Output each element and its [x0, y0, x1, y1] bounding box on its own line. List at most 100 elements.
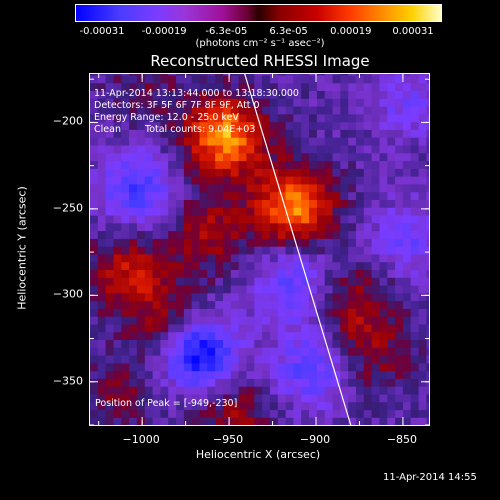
- heatmap-cell: [410, 355, 420, 364]
- heatmap-cell: [215, 347, 224, 356]
- heatmap-cell: [199, 129, 208, 138]
- heatmap-cell: [277, 168, 287, 177]
- heatmap-cell: [426, 417, 429, 425]
- heatmap-cell: [262, 199, 271, 208]
- heatmap-cell: [129, 152, 138, 162]
- heatmap-cell: [223, 401, 232, 411]
- heatmap-cell: [387, 74, 396, 76]
- heatmap-cell: [105, 183, 114, 193]
- heatmap-cell: [277, 98, 287, 107]
- heatmap-cell: [207, 90, 216, 99]
- heatmap-cell: [238, 393, 247, 403]
- heatmap-cell: [207, 137, 216, 146]
- heatmap-cell: [340, 230, 349, 239]
- heatmap-cell: [254, 292, 263, 302]
- heatmap-cell: [254, 82, 263, 91]
- heatmap-cell: [348, 246, 357, 255]
- heatmap-cell: [269, 238, 279, 247]
- heatmap-cell: [129, 323, 138, 333]
- heatmap-cell: [277, 339, 287, 348]
- heatmap-cell: [379, 292, 388, 302]
- heatmap-cell: [207, 230, 216, 239]
- heatmap-cell: [207, 355, 216, 364]
- heatmap-cell: [136, 253, 146, 263]
- heatmap-cell: [160, 230, 169, 239]
- heatmap-cell: [293, 98, 302, 107]
- heatmap-cell: [426, 113, 429, 123]
- heatmap-cell: [223, 284, 232, 294]
- heatmap-cell: [285, 253, 294, 263]
- heatmap-cell: [324, 137, 334, 146]
- heatmap-cell: [316, 347, 326, 356]
- heatmap-cell: [402, 168, 412, 177]
- heatmap-cell: [105, 362, 114, 372]
- heatmap-cell: [426, 370, 429, 379]
- heatmap-cell: [129, 129, 138, 138]
- heatmap-cell: [129, 238, 138, 247]
- heatmap-cell: [183, 292, 193, 302]
- heatmap-cell: [309, 121, 318, 130]
- heatmap-cell: [332, 409, 341, 418]
- heatmap-cell: [207, 409, 216, 418]
- heatmap-cell: [160, 401, 169, 411]
- heatmap-cell: [113, 98, 122, 107]
- heatmap-cell: [395, 160, 404, 169]
- heatmap-cell: [215, 253, 224, 263]
- heatmap-cell: [230, 378, 240, 387]
- heatmap-cell: [168, 152, 177, 162]
- heatmap-cell: [293, 222, 302, 232]
- heatmap-cell: [395, 98, 404, 107]
- heatmap-cell: [340, 137, 349, 146]
- heatmap-cell: [309, 292, 318, 302]
- heatmap-cell: [301, 331, 310, 340]
- heatmap-cell: [379, 362, 388, 372]
- heatmap-cell: [356, 284, 365, 294]
- heatmap-cell: [410, 199, 420, 208]
- heatmap-cell: [277, 238, 287, 247]
- heatmap-cell: [324, 168, 334, 177]
- heatmap-cell: [129, 98, 138, 107]
- heatmap-cell: [254, 417, 263, 425]
- heatmap-cell: [387, 316, 396, 325]
- heatmap-cell: [246, 401, 255, 411]
- heatmap-cell: [340, 253, 349, 263]
- heatmap-cell: [348, 253, 357, 263]
- heatmap-cell: [176, 269, 185, 278]
- heatmap-cell: [395, 323, 404, 333]
- heatmap-cell: [371, 362, 380, 372]
- heatmap-cell: [238, 144, 247, 154]
- heatmap-cell: [160, 74, 169, 84]
- heatmap-cell: [277, 292, 287, 302]
- heatmap-cell: [199, 168, 208, 177]
- heatmap-cell: [168, 378, 177, 387]
- heatmap-cell: [316, 207, 326, 216]
- heatmap-cell: [363, 144, 373, 154]
- heatmap-cell: [293, 277, 302, 286]
- heatmap-cell: [90, 370, 99, 379]
- heatmap-cell: [324, 417, 334, 425]
- heatmap-cell: [90, 409, 99, 418]
- heatmap-cell: [254, 386, 263, 395]
- heatmap-cell: [144, 207, 154, 216]
- heatmap-cell: [199, 269, 208, 278]
- heatmap-cell: [277, 355, 287, 364]
- heatmap-cell: [230, 292, 240, 302]
- heatmap-cell: [176, 316, 185, 325]
- heatmap-cell: [105, 214, 114, 224]
- heatmap-cell: [199, 191, 208, 200]
- heatmap-cell: [90, 362, 99, 372]
- heatmap-cell: [395, 253, 404, 263]
- heatmap-cell: [90, 308, 99, 317]
- heatmap-cell: [316, 393, 326, 403]
- heatmap-cell: [340, 98, 349, 107]
- heatmap-cell: [191, 222, 201, 232]
- heatmap-cell: [332, 230, 341, 239]
- heatmap-cell: [152, 284, 161, 294]
- heatmap-cell: [230, 214, 240, 224]
- heatmap-cell: [340, 393, 349, 403]
- heatmap-cell: [144, 144, 154, 154]
- heatmap-cell: [348, 277, 357, 286]
- heatmap-cell: [316, 370, 326, 379]
- heatmap-cell: [426, 347, 429, 356]
- heatmap-cell: [246, 113, 255, 123]
